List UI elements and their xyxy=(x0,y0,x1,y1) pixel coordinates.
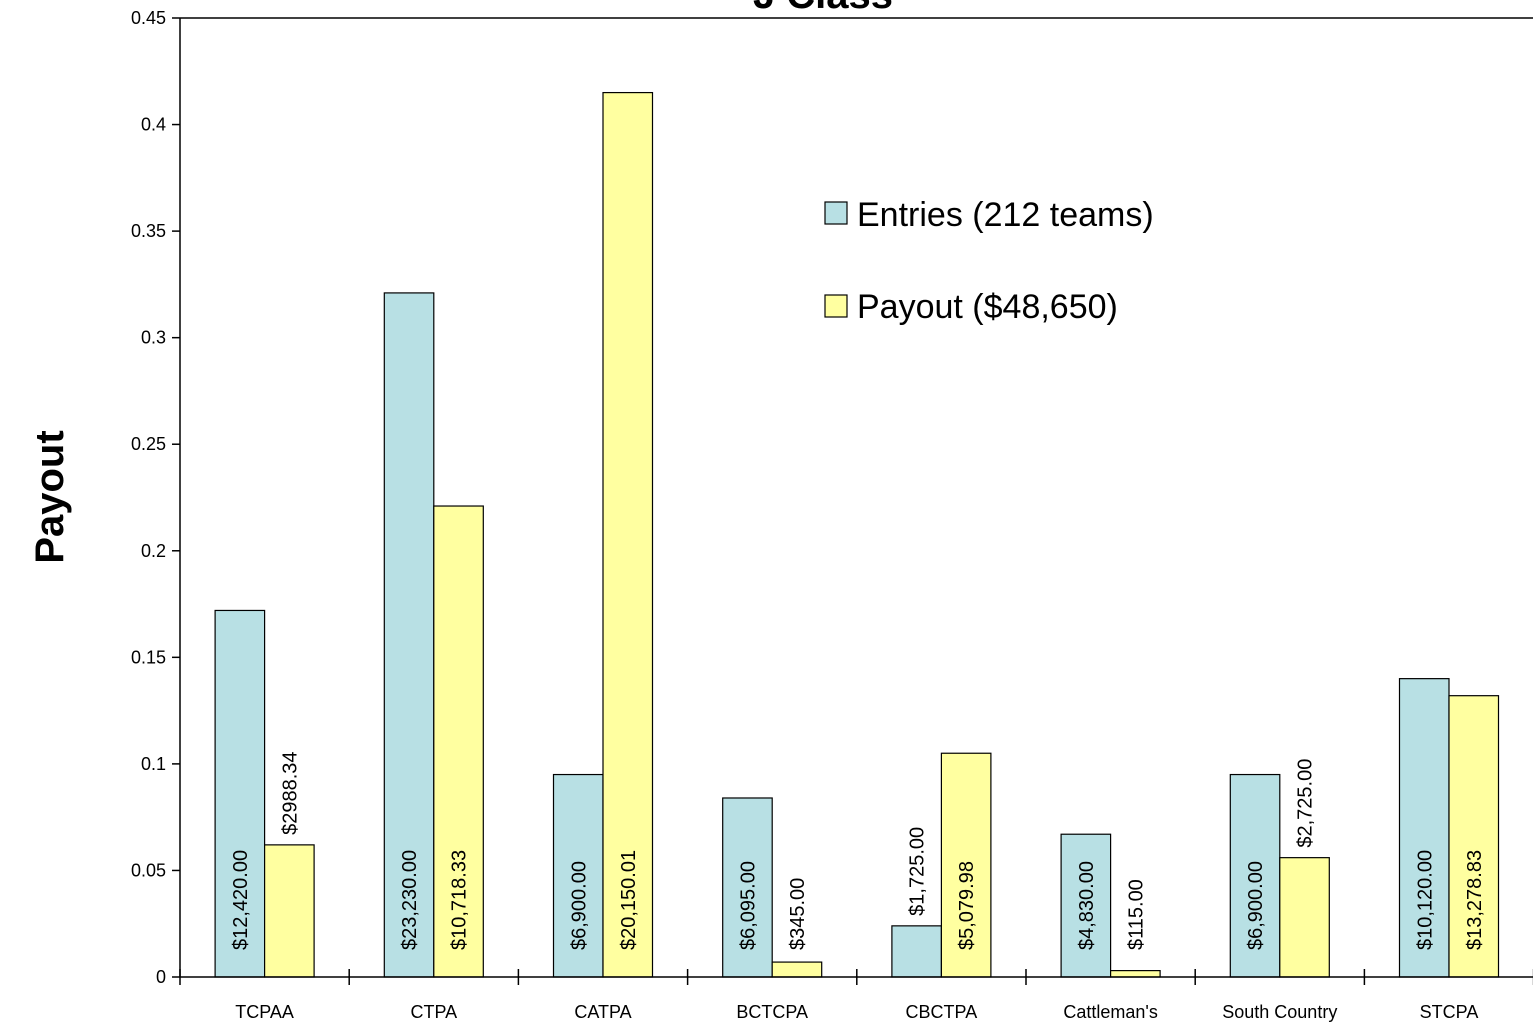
data-label-entries: $10,120.00 xyxy=(1414,850,1436,950)
bar-entries xyxy=(552,773,604,978)
bar-payout xyxy=(264,844,315,978)
axes-group xyxy=(179,17,1533,978)
data-label-entries: $12,420.00 xyxy=(230,850,252,950)
y-tick-label: 0.2 xyxy=(141,541,166,561)
y-tick-label: 0.15 xyxy=(131,647,166,667)
y-tick-label: 0 xyxy=(156,967,166,987)
y-axis-title: Payout xyxy=(28,430,72,563)
bar-entries xyxy=(214,609,266,978)
bar-entries xyxy=(383,292,435,978)
x-category-label: Cattleman's xyxy=(1063,1002,1157,1022)
x-category-label: CBCTPA xyxy=(906,1002,978,1022)
data-label-entries: $6,095.00 xyxy=(737,861,759,950)
bar-payout xyxy=(602,91,654,978)
bar-entries xyxy=(1060,833,1112,978)
bar-payout xyxy=(1448,695,1500,978)
x-category-label: South Country xyxy=(1222,1002,1337,1022)
x-ticks-group: TCPAA CTPA CATPA BCTCPA CBCTPA Cattleman's Sou… xyxy=(179,969,1533,1022)
data-label-entries: $4,830.00 xyxy=(1076,861,1098,950)
legend-swatch-payout xyxy=(824,294,848,318)
y-tick-label: 0.05 xyxy=(131,860,166,880)
bar-payout xyxy=(1109,970,1161,978)
data-label-payout: $2988.34 xyxy=(279,751,301,834)
x-category-label: BCTCPA xyxy=(736,1002,808,1022)
data-label-payout: $13,278.83 xyxy=(1464,850,1486,950)
data-label-entries: $1,725.00 xyxy=(907,827,929,916)
bar-payout xyxy=(433,505,484,978)
legend-label-payout: Payout ($48,650) xyxy=(857,288,1118,326)
y-tick-label: 0.35 xyxy=(131,221,166,241)
bar-payout xyxy=(771,961,823,978)
bars-group xyxy=(214,91,1500,978)
bar-entries xyxy=(891,925,943,978)
y-tick-label: 0.25 xyxy=(131,434,166,454)
x-category-label: CATPA xyxy=(574,1002,631,1022)
x-category-label: STCPA xyxy=(1420,1002,1479,1022)
y-tick-label: 0.3 xyxy=(141,328,166,348)
legend: Entries (212 teams) Payout ($48,650) xyxy=(824,196,1154,326)
data-label-entries: $6,900.00 xyxy=(1245,861,1267,950)
bar-payout xyxy=(940,752,992,978)
data-label-payout: $115.00 xyxy=(1125,879,1147,950)
legend-label-entries: Entries (212 teams) xyxy=(857,196,1154,234)
data-label-payout: $20,150.01 xyxy=(618,850,640,950)
bar-entries xyxy=(722,797,773,978)
bar-payout xyxy=(1279,857,1330,978)
x-category-label: CTPA xyxy=(410,1002,457,1022)
data-label-payout: $5,079.98 xyxy=(956,861,978,950)
data-label-entries: $6,900.00 xyxy=(568,861,590,950)
y-tick-label: 0.45 xyxy=(131,8,166,28)
chart-title: J Class xyxy=(753,0,893,17)
data-label-payout: $345.00 xyxy=(787,878,809,950)
x-category-label: TCPAA xyxy=(235,1002,294,1022)
y-tick-label: 0.1 xyxy=(141,754,166,774)
y-ticks-group: 0 0.05 0.1 0.15 0.2 0.25 0.3 0.35 0.4 0.45 xyxy=(131,8,180,987)
data-label-payout: $2,725.00 xyxy=(1295,759,1317,848)
bar-entries xyxy=(1398,678,1450,978)
data-labels-group: $12,420.00 $23,230.00 $6,900.00 $6,095.00 $1… xyxy=(230,751,1486,950)
data-label-payout: $10,718.33 xyxy=(449,850,471,950)
y-tick-label: 0.4 xyxy=(141,115,166,135)
data-label-entries: $23,230.00 xyxy=(399,850,421,950)
legend-swatch-entries xyxy=(824,201,848,225)
